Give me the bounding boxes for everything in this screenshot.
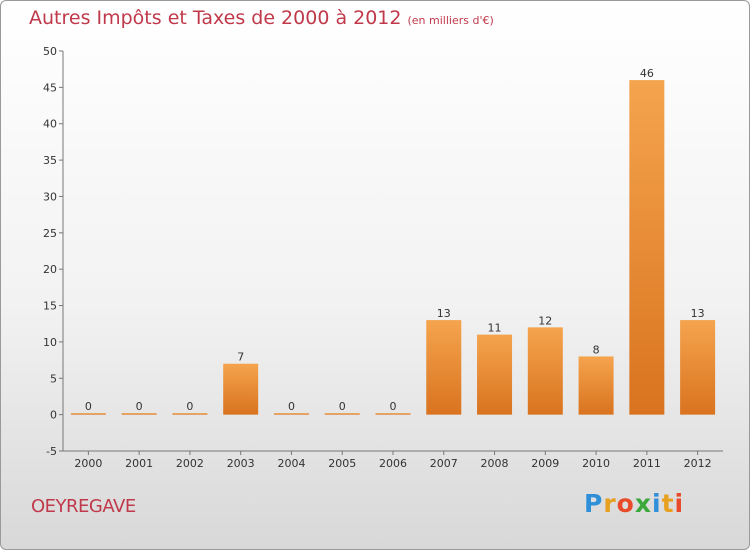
- bar-2000: [70, 413, 106, 415]
- y-tick-label: 15: [43, 300, 57, 313]
- y-tick-label: 10: [43, 336, 57, 349]
- data-label: 0: [136, 400, 143, 413]
- chart-title: Autres Impôts et Taxes de 2000 à 2012 (en…: [29, 7, 494, 29]
- bar-2004: [273, 413, 309, 415]
- logo-letter: r: [603, 489, 617, 518]
- x-tick-label: 2003: [227, 457, 255, 470]
- x-tick-label: 2009: [531, 457, 559, 470]
- bar-2011: [629, 80, 665, 415]
- logo-letter: P: [584, 489, 604, 518]
- x-tick-label: 2000: [74, 457, 102, 470]
- data-label: 0: [288, 400, 295, 413]
- data-label: 13: [437, 307, 451, 320]
- logo-letter: i: [652, 489, 662, 518]
- x-tick-label: 2004: [277, 457, 305, 470]
- bar-2002: [172, 413, 208, 415]
- y-tick-label: 50: [43, 45, 57, 58]
- y-tick-label: 0: [50, 409, 57, 422]
- data-label: 12: [538, 314, 552, 327]
- y-tick-label: 35: [43, 154, 57, 167]
- data-label: 8: [593, 343, 600, 356]
- bar-2006: [375, 413, 411, 415]
- data-label: 0: [390, 400, 397, 413]
- data-label: 11: [488, 322, 502, 335]
- y-tick-label: 30: [43, 190, 57, 203]
- logo-letter: t: [661, 489, 675, 518]
- x-tick-label: 2008: [481, 457, 509, 470]
- x-tick-label: 2012: [684, 457, 712, 470]
- bar-2003: [223, 363, 259, 415]
- x-tick-label: 2005: [328, 457, 356, 470]
- x-tick-label: 2011: [633, 457, 661, 470]
- bar-2008: [477, 334, 513, 415]
- commune-name: OEYREGAVE: [31, 496, 136, 517]
- y-tick-label: 5: [50, 372, 57, 385]
- chart-title-text: Autres Impôts et Taxes de 2000 à 2012: [29, 7, 402, 29]
- y-tick-label: 45: [43, 81, 57, 94]
- bar-2010: [578, 356, 614, 415]
- data-label: 46: [640, 67, 654, 80]
- data-label: 7: [237, 351, 244, 364]
- logo-letter: i: [674, 489, 685, 518]
- x-tick-label: 2002: [176, 457, 204, 470]
- data-label: 0: [85, 400, 92, 413]
- y-tick-label: -5: [46, 445, 57, 458]
- bar-2009: [527, 327, 563, 415]
- bar-2012: [680, 320, 716, 415]
- x-tick-label: 2010: [582, 457, 610, 470]
- data-label: 0: [186, 400, 193, 413]
- bar-2001: [121, 413, 157, 415]
- x-tick-label: 2001: [125, 457, 153, 470]
- y-tick-label: 20: [43, 263, 57, 276]
- chart-subtitle: (en milliers d'€): [407, 14, 494, 27]
- bar-2005: [324, 413, 360, 415]
- proxiti-logo: Proxiti: [584, 489, 684, 518]
- x-tick-label: 2006: [379, 457, 407, 470]
- logo-letter: o: [616, 489, 635, 518]
- data-label: 0: [339, 400, 346, 413]
- data-label: 13: [691, 307, 705, 320]
- x-tick-label: 2007: [430, 457, 458, 470]
- y-tick-label: 25: [43, 227, 57, 240]
- logo-letter: x: [634, 489, 652, 518]
- bar-2007: [426, 320, 462, 415]
- y-tick-label: 40: [43, 118, 57, 131]
